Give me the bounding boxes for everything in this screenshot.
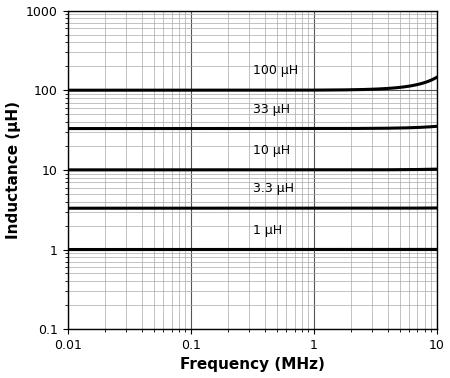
Text: 33 μH: 33 μH: [253, 102, 290, 116]
Y-axis label: Inductance (μH): Inductance (μH): [5, 101, 21, 239]
Text: 100 μH: 100 μH: [253, 64, 298, 77]
X-axis label: Frequency (MHz): Frequency (MHz): [180, 358, 324, 372]
Text: 10 μH: 10 μH: [253, 144, 290, 157]
Text: 1 μH: 1 μH: [253, 224, 282, 237]
Text: 3.3 μH: 3.3 μH: [253, 182, 294, 195]
